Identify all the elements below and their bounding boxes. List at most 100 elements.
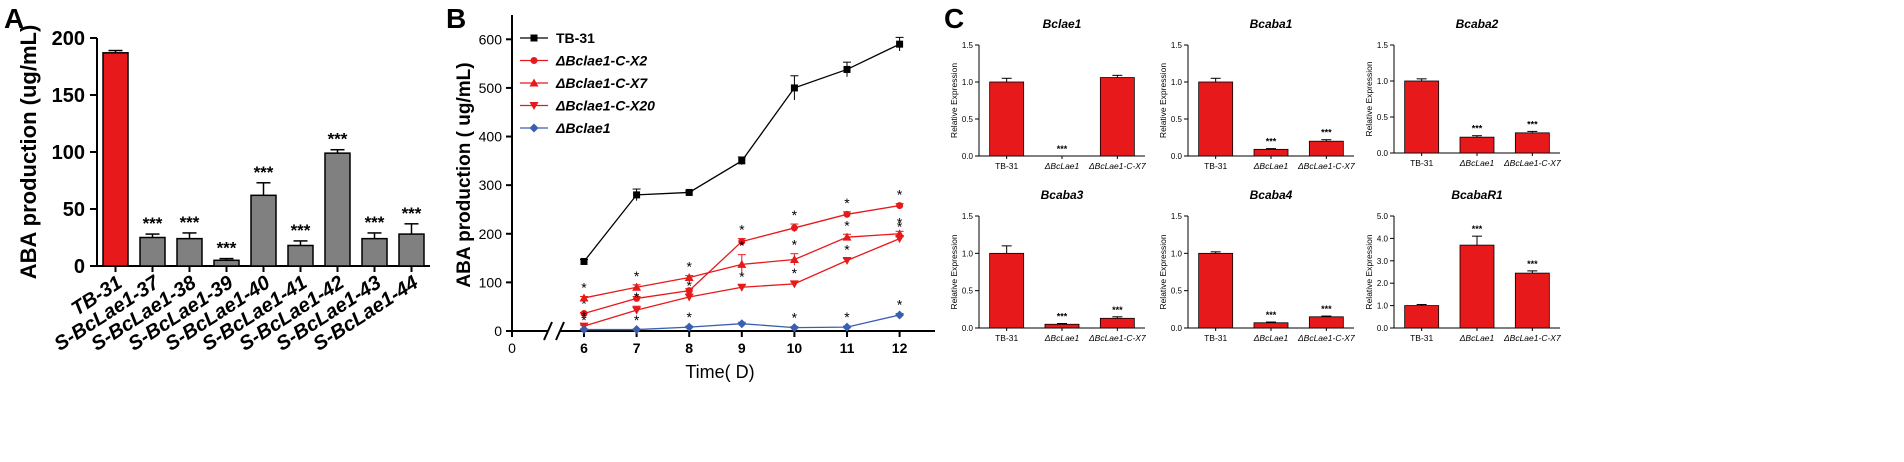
- marker-diamond: [737, 319, 747, 329]
- bar: [176, 237, 203, 267]
- marker-square: [685, 188, 693, 196]
- x-tick-label: ΔBcLae1: [1044, 161, 1080, 171]
- subchart-6: BcabaR1 0.0 1.0 2.0 3.0 4.0 5.0 Relative Expres…: [1364, 188, 1561, 343]
- marker-triangle-down: [737, 283, 747, 292]
- bar: [1198, 81, 1234, 157]
- y-tick-label: 0.5: [962, 287, 974, 296]
- series-3: **** ***: [579, 219, 905, 331]
- x-tick-label: ΔBcLae1: [1044, 333, 1080, 343]
- y-tick-label: 1.5: [1171, 212, 1183, 221]
- subchart-title: BcabaR1: [1451, 188, 1503, 202]
- bar: [1099, 77, 1135, 157]
- marker-square: [790, 84, 798, 92]
- significance-star: *: [897, 187, 903, 203]
- series-0: [580, 36, 904, 265]
- marker-square: [530, 34, 538, 42]
- y-tick-label: 0.0: [1171, 324, 1183, 333]
- bar: [1308, 140, 1344, 157]
- series-4: * * * * **: [579, 296, 905, 335]
- marker-triangle-down: [842, 257, 852, 266]
- bar: [1404, 80, 1440, 154]
- bar: [1514, 132, 1550, 154]
- bar: [250, 194, 277, 267]
- y-tick-label: 1.0: [1377, 302, 1389, 311]
- significance-star: *: [897, 214, 903, 230]
- marker-diamond: [529, 123, 539, 133]
- y-tick-label: 1.5: [962, 41, 974, 50]
- panel-label-c: C: [944, 3, 964, 34]
- marker-diamond: [789, 323, 799, 333]
- y-axis-title: Relative Expression: [1158, 63, 1168, 138]
- x-tick-label: ΔBcLae1-C-X7: [1503, 333, 1561, 343]
- marker-diamond: [895, 310, 905, 320]
- legend-label: ΔBclae1-C-X20: [555, 98, 655, 114]
- significance-label: ***: [1472, 224, 1483, 234]
- bar: [213, 259, 240, 267]
- x-axis-title: Time( D): [685, 362, 754, 382]
- significance-label: ***: [365, 213, 385, 232]
- significance-star: *: [581, 308, 587, 324]
- bar: [1253, 322, 1289, 329]
- significance-label: ***: [1472, 124, 1483, 134]
- x-tick-label: 7: [633, 340, 641, 356]
- significance-star: *: [844, 309, 850, 325]
- subchart-5: Bcaba4 0.0 0.5 1.0 1.5 Relative Expression TB-…: [1158, 188, 1355, 343]
- significance-label: ***: [180, 213, 200, 232]
- bar: [1044, 323, 1080, 329]
- significance-star: *: [581, 296, 587, 312]
- y-tick-label: 1.5: [1171, 41, 1183, 50]
- subchart-2: Bcaba1 0.0 0.5 1.0 1.5 Relative Expression TB-…: [1158, 17, 1355, 171]
- significance-label: ***: [1112, 305, 1123, 315]
- legend-label: ΔBclae1-C-X2: [555, 53, 647, 69]
- marker-circle: [580, 309, 588, 317]
- y-tick-label: 1.0: [1377, 77, 1389, 86]
- x-tick-label: ΔBcLae1-C-X7: [1297, 333, 1355, 343]
- y-tick-label: 4.0: [1377, 234, 1389, 243]
- marker-triangle-up: [684, 273, 694, 282]
- y-tick-label: 0: [494, 323, 502, 339]
- y-tick-label: 200: [52, 28, 85, 50]
- bar: [989, 252, 1025, 329]
- x-tick-label: 8: [685, 340, 693, 356]
- significance-label: ***: [1527, 259, 1538, 269]
- x-tick-label: ΔBcLae1: [1253, 333, 1289, 343]
- significance-star: *: [844, 217, 850, 233]
- significance-star: *: [739, 222, 745, 238]
- significance-star: *: [897, 296, 903, 312]
- legend: TB-31 ΔBclae1-C-X2 ΔBclae1-C-X7 ΔBclae1-C-X…: [520, 30, 655, 136]
- marker-circle: [685, 287, 693, 295]
- significance-label: ***: [1057, 312, 1068, 322]
- x-tick-label: TB-31: [995, 333, 1018, 343]
- x-tick-label: TB-31: [995, 161, 1018, 171]
- marker-square: [896, 40, 904, 48]
- significance-label: ***: [217, 239, 237, 258]
- y-axis-title: Relative Expression: [1158, 234, 1168, 309]
- marker-diamond: [632, 325, 642, 335]
- bar: [1459, 244, 1495, 329]
- bar: [361, 237, 388, 267]
- bar: [1404, 305, 1440, 329]
- y-tick-label: 0: [74, 256, 85, 278]
- y-tick-label: 3.0: [1377, 257, 1389, 266]
- y-tick-label: 2.0: [1377, 279, 1389, 288]
- significance-star: *: [792, 207, 798, 223]
- y-tick-label: 0.5: [1171, 115, 1183, 124]
- significance-star: *: [844, 242, 850, 258]
- subchart-title: Bcaba3: [1041, 188, 1084, 202]
- subchart-title: Bcaba4: [1250, 188, 1293, 202]
- bar: [1308, 316, 1344, 329]
- marker-circle: [896, 202, 904, 210]
- marker-triangle-up: [789, 255, 799, 264]
- significance-star: *: [581, 279, 587, 295]
- bar: [287, 244, 314, 267]
- subchart-4: Bcaba3 0.0 0.5 1.0 1.5 Relative Expression TB-…: [949, 188, 1146, 343]
- marker-circle: [843, 210, 851, 218]
- x-tick-label: TB-31: [1410, 158, 1433, 168]
- marker-triangle-up: [842, 232, 852, 241]
- x-tick-label: 10: [787, 340, 803, 356]
- significance-star: *: [686, 309, 692, 325]
- bar: [398, 233, 425, 267]
- bar: [1253, 148, 1289, 157]
- y-tick-label: 100: [52, 142, 85, 164]
- marker-triangle-up: [632, 282, 642, 291]
